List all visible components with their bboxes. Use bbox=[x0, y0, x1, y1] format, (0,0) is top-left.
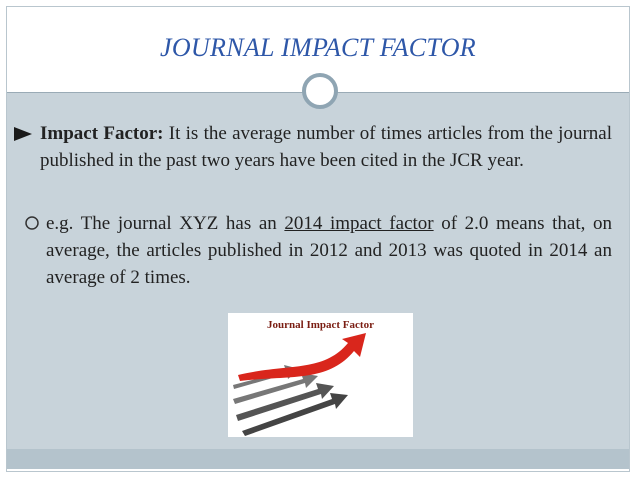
bullet-text: e.g. The journal XYZ has an bbox=[46, 213, 285, 234]
bullet: Impact Factor: It is the average number … bbox=[40, 120, 612, 174]
bullet-label: Impact Factor: bbox=[40, 123, 164, 144]
frame bbox=[6, 6, 630, 472]
footer-band bbox=[7, 449, 629, 469]
bullet: e.g. The journal XYZ has an 2014 impact … bbox=[46, 210, 612, 291]
image-caption: Journal Impact Factor bbox=[267, 319, 374, 331]
bullet-marker bbox=[14, 127, 32, 141]
underlined-term: 2014 impact factor bbox=[284, 213, 434, 234]
illustration: Journal Impact Factor bbox=[228, 313, 413, 437]
circle-ornament bbox=[302, 73, 338, 109]
bullet-marker bbox=[25, 216, 39, 230]
slide-title: JOURNAL IMPACT FACTOR bbox=[160, 33, 476, 62]
arrows-graphic bbox=[233, 333, 366, 436]
bullet-text: of 2.0 means that, on average, the artic… bbox=[46, 213, 612, 288]
bullet-text: It is the average number of times articl… bbox=[40, 123, 612, 171]
